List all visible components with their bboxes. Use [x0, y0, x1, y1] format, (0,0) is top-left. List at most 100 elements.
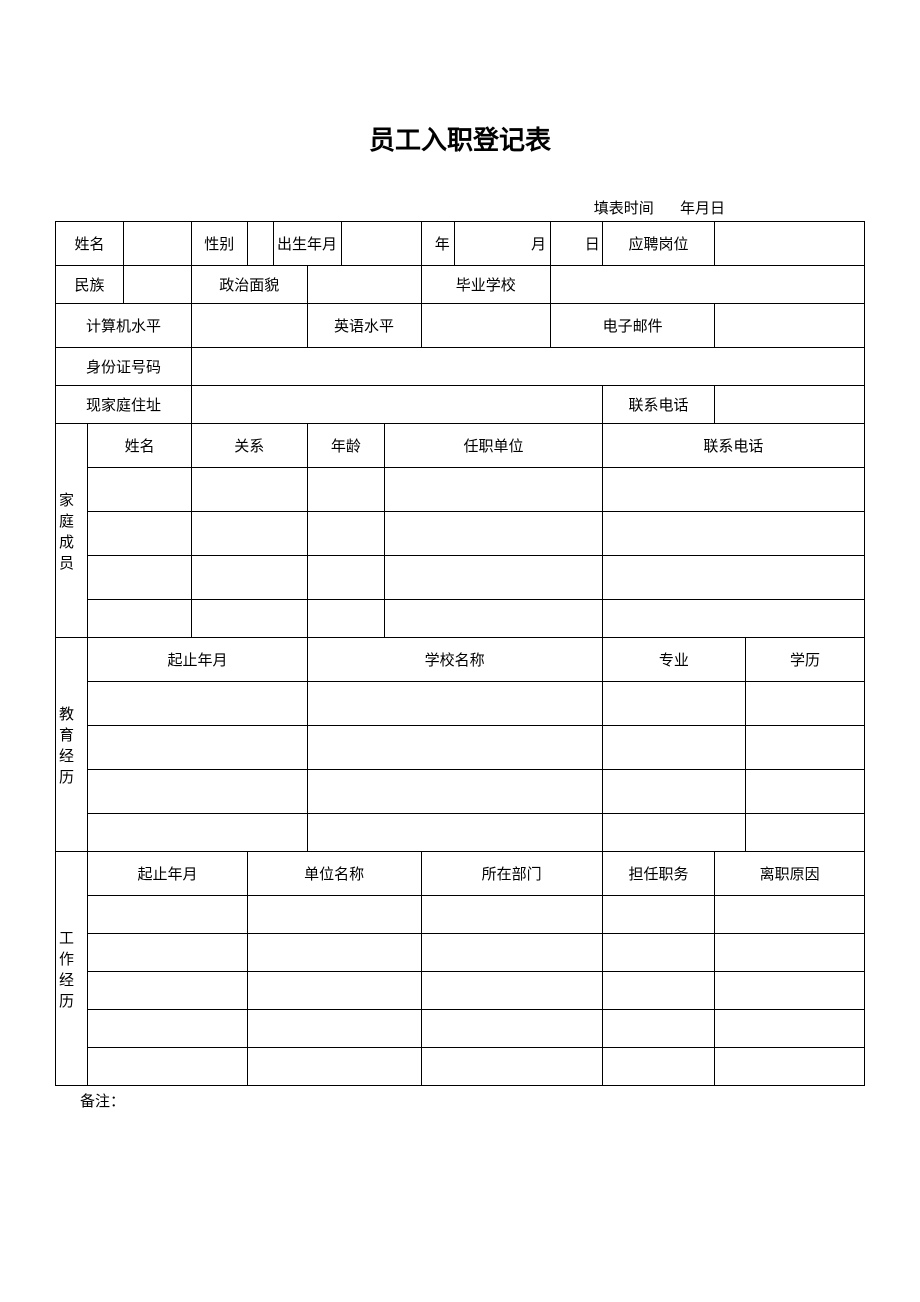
table-cell [247, 1010, 421, 1048]
field-idcard [191, 348, 864, 386]
table-cell [88, 682, 307, 726]
section-education: 教育经历 [56, 638, 88, 852]
table-cell [715, 1010, 865, 1048]
field-computer [191, 304, 307, 348]
fill-date-line: 填表时间 年月日 [55, 197, 865, 218]
table-cell [307, 814, 602, 852]
field-position [715, 222, 865, 266]
table-cell [307, 682, 602, 726]
table-cell [307, 600, 385, 638]
field-email [715, 304, 865, 348]
table-cell [602, 1048, 714, 1086]
table-cell [247, 934, 421, 972]
label-english: 英语水平 [307, 304, 421, 348]
label-month: 月 [454, 222, 550, 266]
work-hdr-title: 担任职务 [602, 852, 714, 896]
table-cell [745, 682, 864, 726]
table-cell [602, 814, 745, 852]
family-hdr-workplace: 任职单位 [385, 424, 603, 468]
table-cell [191, 468, 307, 512]
table-cell [421, 1048, 602, 1086]
table-cell [715, 972, 865, 1010]
work-hdr-reason: 离职原因 [715, 852, 865, 896]
table-cell [602, 468, 864, 512]
table-cell [247, 1048, 421, 1086]
table-cell [307, 468, 385, 512]
table-cell [385, 468, 603, 512]
label-political: 政治面貌 [191, 266, 307, 304]
label-phone: 联系电话 [602, 386, 714, 424]
table-cell [88, 1048, 247, 1086]
label-email: 电子邮件 [550, 304, 714, 348]
table-cell [88, 972, 247, 1010]
table-cell [88, 896, 247, 934]
label-idcard: 身份证号码 [56, 348, 192, 386]
table-cell [421, 896, 602, 934]
edu-hdr-major: 专业 [602, 638, 745, 682]
table-cell [88, 556, 192, 600]
fill-date-suffix: 年月日 [680, 201, 725, 217]
table-cell [191, 512, 307, 556]
table-cell [745, 726, 864, 770]
section-family: 家庭成员 [56, 424, 88, 638]
table-cell [88, 1010, 247, 1048]
label-grad-school: 毕业学校 [421, 266, 550, 304]
label-gender: 性别 [191, 222, 247, 266]
table-cell [88, 468, 192, 512]
table-cell [602, 1010, 714, 1048]
registration-table: 姓名 性别 出生年月 年 月 日 应聘岗位 民族 政治面貌 毕业学校 计算机水平… [55, 221, 865, 1086]
table-cell [745, 814, 864, 852]
table-cell [88, 600, 192, 638]
table-cell [307, 770, 602, 814]
table-cell [602, 896, 714, 934]
table-cell [88, 814, 307, 852]
table-cell [602, 934, 714, 972]
fill-date-label: 填表时间 [594, 201, 654, 217]
field-gender [247, 222, 273, 266]
section-work: 工作经历 [56, 852, 88, 1086]
table-cell [385, 600, 603, 638]
work-hdr-department: 所在部门 [421, 852, 602, 896]
family-hdr-name: 姓名 [88, 424, 192, 468]
table-cell [385, 556, 603, 600]
field-birth-year [341, 222, 421, 266]
label-address: 现家庭住址 [56, 386, 192, 424]
table-cell [88, 934, 247, 972]
table-cell [88, 770, 307, 814]
field-phone [715, 386, 865, 424]
table-cell [88, 726, 307, 770]
family-hdr-relation: 关系 [191, 424, 307, 468]
table-cell [385, 512, 603, 556]
table-cell [247, 972, 421, 1010]
table-cell [602, 512, 864, 556]
field-ethnic [123, 266, 191, 304]
label-computer: 计算机水平 [56, 304, 192, 348]
table-cell [421, 972, 602, 1010]
label-birth: 出生年月 [273, 222, 341, 266]
edu-hdr-degree: 学历 [745, 638, 864, 682]
table-cell [88, 512, 192, 556]
family-hdr-age: 年龄 [307, 424, 385, 468]
field-english [421, 304, 550, 348]
table-cell [715, 934, 865, 972]
work-hdr-company: 单位名称 [247, 852, 421, 896]
form-title: 员工入职登记表 [55, 120, 865, 157]
table-cell [602, 972, 714, 1010]
table-cell [421, 1010, 602, 1048]
family-hdr-phone: 联系电话 [602, 424, 864, 468]
table-cell [307, 556, 385, 600]
table-cell [191, 556, 307, 600]
label-ethnic: 民族 [56, 266, 124, 304]
table-cell [745, 770, 864, 814]
table-cell [307, 512, 385, 556]
label-position: 应聘岗位 [602, 222, 714, 266]
field-address [191, 386, 602, 424]
label-day: 日 [550, 222, 602, 266]
table-cell [602, 770, 745, 814]
table-cell [602, 726, 745, 770]
label-year: 年 [421, 222, 454, 266]
table-cell [715, 896, 865, 934]
label-name: 姓名 [56, 222, 124, 266]
edu-hdr-school: 学校名称 [307, 638, 602, 682]
table-cell [602, 682, 745, 726]
